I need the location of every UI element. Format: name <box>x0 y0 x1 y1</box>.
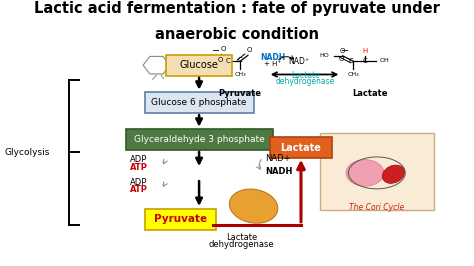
Text: NAD⁺: NAD⁺ <box>288 57 309 66</box>
Ellipse shape <box>229 189 278 223</box>
Text: Glucose: Glucose <box>180 60 219 70</box>
Text: dehydrogenase: dehydrogenase <box>276 77 336 86</box>
Text: C: C <box>226 58 230 64</box>
Text: C: C <box>238 57 243 63</box>
Text: Lactic acid fermentation : fate of pyruvate under: Lactic acid fermentation : fate of pyruv… <box>34 1 440 16</box>
FancyBboxPatch shape <box>126 129 273 150</box>
FancyBboxPatch shape <box>145 92 254 113</box>
Ellipse shape <box>382 165 405 183</box>
Text: Pyruvate: Pyruvate <box>154 214 207 225</box>
Text: Pyruvate: Pyruvate <box>218 89 261 98</box>
Text: dehydrogenase: dehydrogenase <box>209 240 274 249</box>
Ellipse shape <box>346 160 384 186</box>
Text: ADP: ADP <box>130 178 148 187</box>
FancyBboxPatch shape <box>320 133 434 210</box>
Text: NAD+: NAD+ <box>265 154 291 163</box>
Text: −: − <box>340 46 349 56</box>
Text: O: O <box>247 47 253 53</box>
Text: −: − <box>211 46 220 56</box>
Text: Lactate: Lactate <box>226 233 257 242</box>
FancyBboxPatch shape <box>145 209 216 230</box>
Text: Lactate: Lactate <box>281 143 321 153</box>
Text: Glycolysis: Glycolysis <box>5 148 50 157</box>
FancyBboxPatch shape <box>166 55 232 76</box>
Text: O: O <box>339 56 345 61</box>
Text: C: C <box>363 58 367 64</box>
Text: Glyceraldehyde 3 phosphate: Glyceraldehyde 3 phosphate <box>134 135 264 144</box>
Text: HO: HO <box>319 53 329 58</box>
Text: O: O <box>220 46 226 52</box>
FancyBboxPatch shape <box>270 137 332 158</box>
Text: C: C <box>349 58 354 64</box>
Text: ADP: ADP <box>130 155 148 164</box>
Text: CH₃: CH₃ <box>347 72 359 77</box>
Text: + H⁺: + H⁺ <box>264 61 281 67</box>
Text: H: H <box>362 48 368 54</box>
Text: ATP: ATP <box>130 163 148 172</box>
Text: OH: OH <box>379 58 389 63</box>
Text: NADH: NADH <box>265 167 293 176</box>
Text: NADH: NADH <box>260 53 285 62</box>
Text: CH₃: CH₃ <box>235 72 246 77</box>
Text: Lactate: Lactate <box>292 71 320 80</box>
Text: Lactate: Lactate <box>352 89 387 98</box>
Text: anaerobic condition: anaerobic condition <box>155 27 319 41</box>
Text: Glucose 6 phosphate: Glucose 6 phosphate <box>151 98 247 107</box>
Text: ATP: ATP <box>130 185 148 194</box>
Text: The Cori Cycle: The Cori Cycle <box>349 203 404 212</box>
Text: O: O <box>340 48 346 54</box>
Text: O: O <box>218 57 223 63</box>
